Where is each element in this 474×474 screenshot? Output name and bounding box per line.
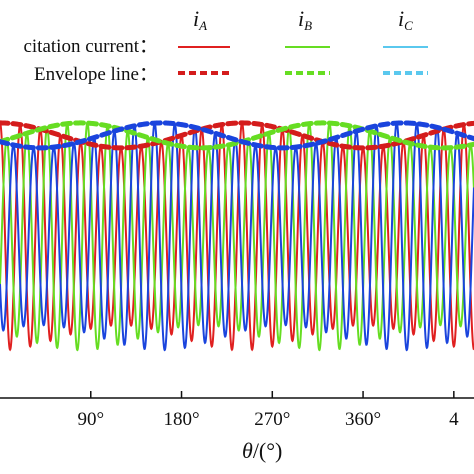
legend-symbol-ia: iA xyxy=(193,6,207,33)
series-line-ia xyxy=(0,121,474,352)
legend-row-envelope-label: Envelope line： xyxy=(34,64,158,85)
x-tick-label: 270° xyxy=(254,409,290,430)
x-tick-label: 90° xyxy=(77,409,104,430)
x-tick-label: 360° xyxy=(345,409,381,430)
legend-symbol-ic: iC xyxy=(398,6,413,33)
legend: citation current： Envelope line： iA iB i… xyxy=(23,6,428,85)
series-line-ib xyxy=(0,121,474,352)
legend-row-current-label: citation current： xyxy=(23,36,158,57)
x-axis-label: θ/(°) xyxy=(242,438,282,463)
envelope-line-ib xyxy=(0,120,474,151)
envelope-line-ic xyxy=(0,120,474,151)
plot-area xyxy=(0,120,474,352)
x-tick-label: 180° xyxy=(163,409,199,430)
x-ticks: 90° 180° 270° 360° 4 xyxy=(77,391,459,430)
x-tick-label: 4 xyxy=(449,409,459,430)
legend-symbol-ib: iB xyxy=(298,6,312,33)
